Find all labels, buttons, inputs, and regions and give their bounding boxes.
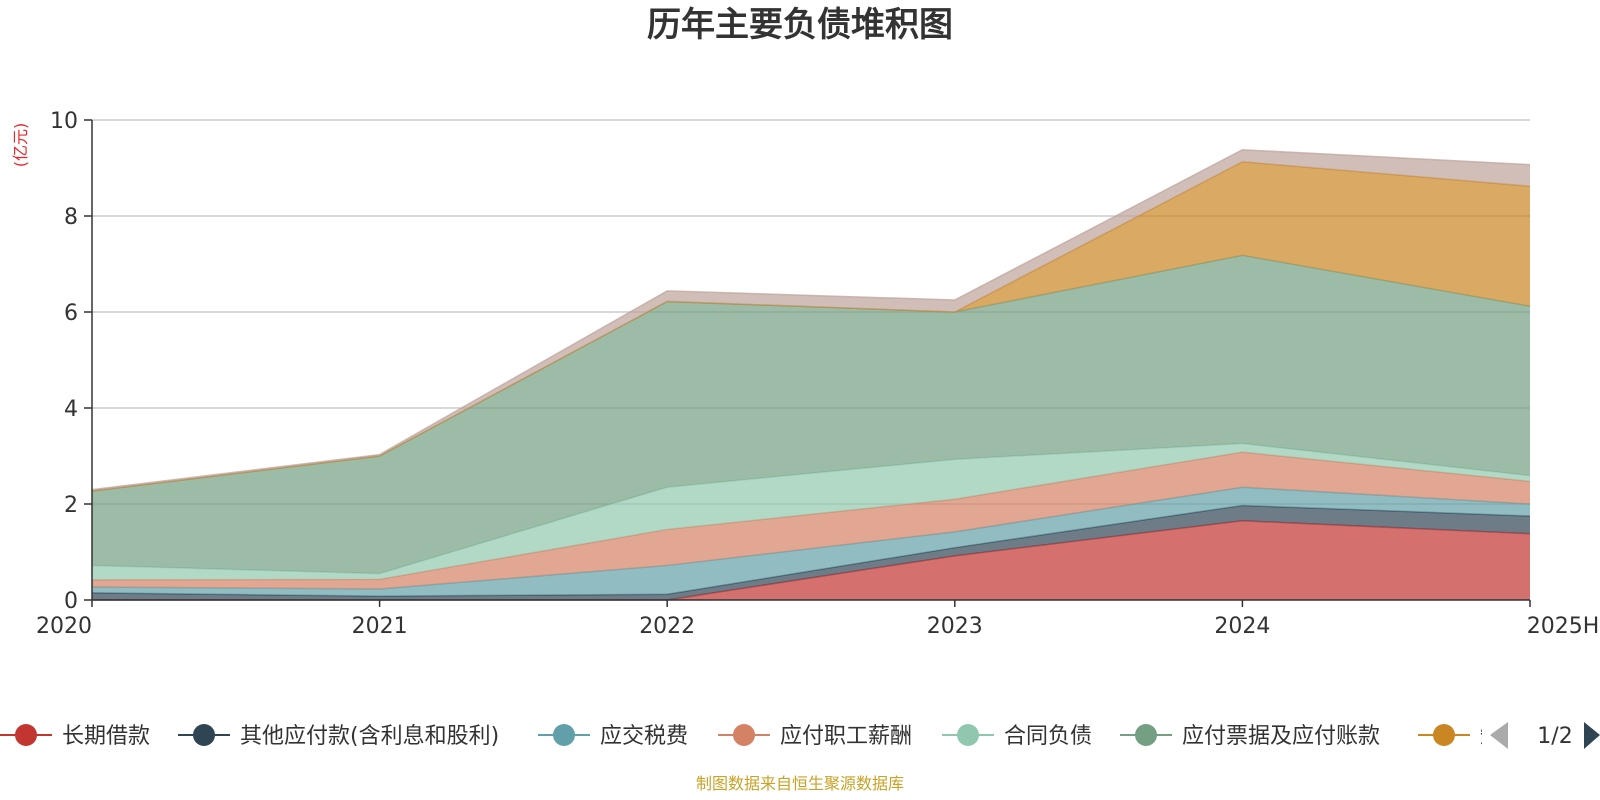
legend-item[interactable]: 其他应付款(含利息和股利) bbox=[178, 724, 499, 749]
area-series-6 bbox=[92, 161, 1530, 492]
legend-items: 长期借款 其他应付款(含利息和股利) 应交税费 应付职工薪酬 合同负债 应付票据及应付账款… bbox=[0, 724, 1568, 749]
next-page-icon[interactable] bbox=[1584, 722, 1600, 749]
y-tick-label: 8 bbox=[64, 205, 78, 230]
legend-item[interactable]: 应交税费 bbox=[538, 724, 688, 749]
legend-pager: 1/2 bbox=[1490, 722, 1600, 749]
legend-circle-marker bbox=[957, 724, 979, 746]
area-series-3 bbox=[92, 452, 1530, 589]
legend-label: 其他应付款(含利息和股利) bbox=[240, 724, 499, 749]
x-tick-label: 2022 bbox=[639, 614, 695, 639]
legend-item[interactable]: 短期借款 bbox=[1418, 724, 1568, 749]
x-tick-label: 2021 bbox=[352, 614, 408, 639]
area-series-1 bbox=[92, 505, 1530, 600]
legend-label: 合同负债 bbox=[1004, 724, 1092, 749]
chart-title: 历年主要负债堆积图 bbox=[647, 5, 953, 45]
legend-circle-marker bbox=[1433, 724, 1455, 746]
area-series-line-7 bbox=[91, 149, 1531, 491]
x-tick-label: 2020 bbox=[36, 614, 92, 639]
legend: 长期借款 其他应付款(含利息和股利) 应交税费 应付职工薪酬 合同负债 应付票据及应付账款… bbox=[0, 722, 1600, 749]
legend-circle-marker bbox=[15, 724, 37, 746]
legend-item[interactable]: 应付职工薪酬 bbox=[718, 724, 912, 749]
legend-label: 应付职工薪酬 bbox=[780, 724, 912, 749]
data-source-note: 制图数据来自恒生聚源数据库 bbox=[696, 774, 904, 793]
legend-item[interactable]: 应付票据及应付账款 bbox=[1120, 724, 1380, 749]
legend-label: 应交税费 bbox=[600, 724, 688, 749]
area-series-line-1 bbox=[91, 504, 1531, 597]
y-tick-label: 0 bbox=[64, 589, 78, 614]
x-tick-label: 2023 bbox=[927, 614, 983, 639]
x-tick-label: 2024 bbox=[1214, 614, 1270, 639]
legend-circle-marker bbox=[733, 724, 755, 746]
area-series-0 bbox=[92, 520, 1530, 600]
y-tick-labels: 0 2 4 6 8 10 bbox=[50, 109, 92, 614]
y-tick-label: 2 bbox=[64, 493, 78, 518]
legend-page-indicator: 1/2 bbox=[1537, 724, 1572, 749]
legend-label: 应付票据及应付账款 bbox=[1182, 724, 1380, 749]
legend-circle-marker bbox=[1135, 724, 1157, 746]
y-axis-unit-label: (亿元) bbox=[11, 123, 30, 168]
legend-label: 长期借款 bbox=[62, 724, 150, 749]
legend-label: 短期借款 bbox=[1480, 724, 1568, 749]
area-series-5 bbox=[92, 255, 1530, 574]
area-series bbox=[91, 149, 1531, 601]
area-series-4 bbox=[92, 443, 1530, 580]
axes bbox=[91, 120, 1530, 601]
y-tick-label: 6 bbox=[64, 301, 78, 326]
prev-page-icon[interactable] bbox=[1490, 722, 1508, 749]
legend-circle-marker bbox=[553, 724, 575, 746]
legend-circle-marker bbox=[193, 724, 215, 746]
x-tick-labels: 2020 2021 2022 2023 2024 2025H1 bbox=[36, 600, 1600, 639]
legend-item[interactable]: 长期借款 bbox=[0, 724, 150, 749]
x-tick-label: 2025H1 bbox=[1527, 614, 1600, 639]
legend-item[interactable]: 合同负债 bbox=[942, 724, 1092, 749]
y-tick-label: 10 bbox=[50, 109, 78, 134]
area-series-2 bbox=[92, 487, 1530, 597]
y-tick-label: 4 bbox=[64, 397, 78, 422]
